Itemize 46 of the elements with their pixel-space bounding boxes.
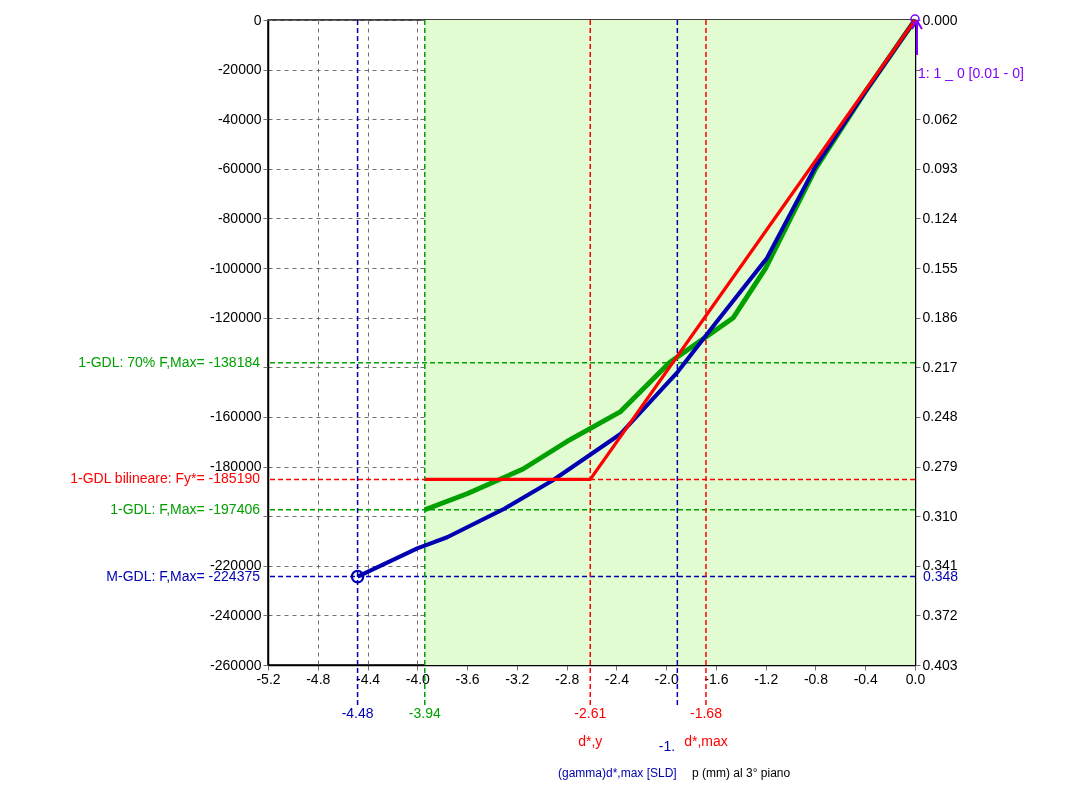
text: p (mm) al 3° piano [692,766,791,780]
y-tick-label: -120000 [210,309,262,326]
x-tick-label: -0.8 [803,670,829,687]
x-tick-label: -4.0 [405,670,431,687]
y2-tick-label: 0.155 [922,259,958,276]
y2-tick-label: 0.124 [922,209,958,226]
y2-tick-label: 0.062 [922,110,958,127]
y-tick-label: -60000 [217,160,262,177]
ref-line-label: -1.68 d*,max [684,705,728,749]
ref-line-label: 1-GDL: F,Max= -197406 [110,500,261,517]
ref-line-label: 1-GDL: 70% F,Max= -138184 [78,353,261,370]
y2-tick-label: 0.186 [922,309,958,326]
x-tick-label: -2.4 [604,670,630,687]
text: (gamma)d*,max [SLD] [558,766,677,780]
y2-tick-label: 0.248 [922,408,958,425]
x-tick-label: -4.8 [306,670,331,687]
y2-tick-label: 0.000 [922,11,958,28]
ref-line-label: -4.48 [341,705,374,721]
x-tick-label: -3.2 [505,670,530,687]
y2-tick-label: 0.217 [922,358,958,375]
x-tick-label: -2.8 [555,670,580,687]
ref-line-label: -3.94 [408,705,441,721]
x-tick-label: -1.6 [704,670,729,687]
x-tick-label: -3.6 [455,670,480,687]
y2-tick-label: 0.279 [922,458,958,475]
y2-tick-label: 0.403 [922,656,958,673]
x-tick-label: -1.2 [754,670,779,687]
y2-tick-label: 0.093 [922,160,958,177]
y-tick-label: -240000 [210,606,262,623]
text: 1: 1 _ 0 [0.01 - 0] [918,65,1024,81]
x-tick-label: -5.2 [256,670,281,687]
ref-line-label: 1-GDL bilineare: Fy*= -185190 [70,470,261,487]
y-tick-label: -100000 [210,259,262,276]
y-tick-label: -160000 [210,408,262,425]
y-tick-label: -260000 [210,656,262,673]
text: -1. [658,738,676,754]
y-tick-label: -40000 [217,110,262,127]
y2-tick-label: 0.310 [922,507,958,524]
y-tick-label: -80000 [217,209,262,226]
x-tick-label: -4.4 [355,670,381,687]
y-tick-label: 0 [253,11,262,28]
ref-line-label: -2.61 d*,y [574,705,607,749]
y2-tick-label: 0.372 [922,606,958,623]
x-tick-label: 0.0 [905,670,926,687]
y-tick-label: -20000 [217,61,262,78]
x-tick-label: -0.4 [853,670,879,687]
